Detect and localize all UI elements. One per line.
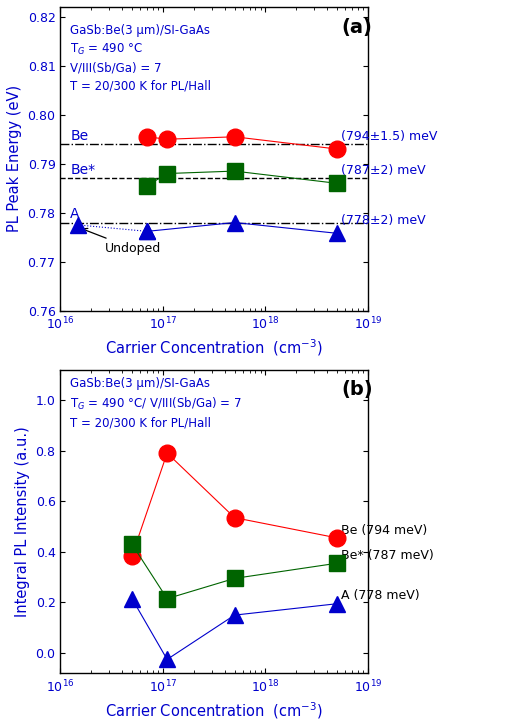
- Text: (794±1.5) meV: (794±1.5) meV: [341, 130, 438, 143]
- Text: GaSb:Be(3 μm)/SI-GaAs
T$_G$ = 490 °C/ V/III(Sb/Ga) = 7
T = 20/300 K for PL/Hall: GaSb:Be(3 μm)/SI-GaAs T$_G$ = 490 °C/ V/…: [71, 377, 242, 429]
- Text: Undoped: Undoped: [82, 229, 161, 255]
- Y-axis label: PL Peak Energy (eV): PL Peak Energy (eV): [7, 85, 22, 232]
- Text: A (778 meV): A (778 meV): [341, 590, 420, 603]
- Text: (a): (a): [342, 17, 373, 36]
- Text: Be*: Be*: [71, 163, 96, 177]
- Text: Be: Be: [71, 129, 88, 143]
- Text: (b): (b): [342, 380, 374, 399]
- Text: (778±2) meV: (778±2) meV: [341, 215, 426, 227]
- X-axis label: Carrier Concentration  (cm$^{-3}$): Carrier Concentration (cm$^{-3}$): [105, 338, 323, 358]
- Text: Be (794 meV): Be (794 meV): [341, 523, 428, 537]
- Text: Be* (787 meV): Be* (787 meV): [341, 549, 434, 562]
- Text: GaSb:Be(3 μm)/SI-GaAs
T$_G$ = 490 °C
V/III(Sb/Ga) = 7
T = 20/300 K for PL/Hall: GaSb:Be(3 μm)/SI-GaAs T$_G$ = 490 °C V/I…: [71, 24, 211, 92]
- X-axis label: Carrier Concentration  (cm$^{-3}$): Carrier Concentration (cm$^{-3}$): [105, 700, 323, 721]
- Y-axis label: Integral PL Intensity (a.u.): Integral PL Intensity (a.u.): [15, 426, 30, 617]
- Text: (787±2) meV: (787±2) meV: [341, 165, 426, 178]
- Text: A: A: [71, 207, 80, 221]
